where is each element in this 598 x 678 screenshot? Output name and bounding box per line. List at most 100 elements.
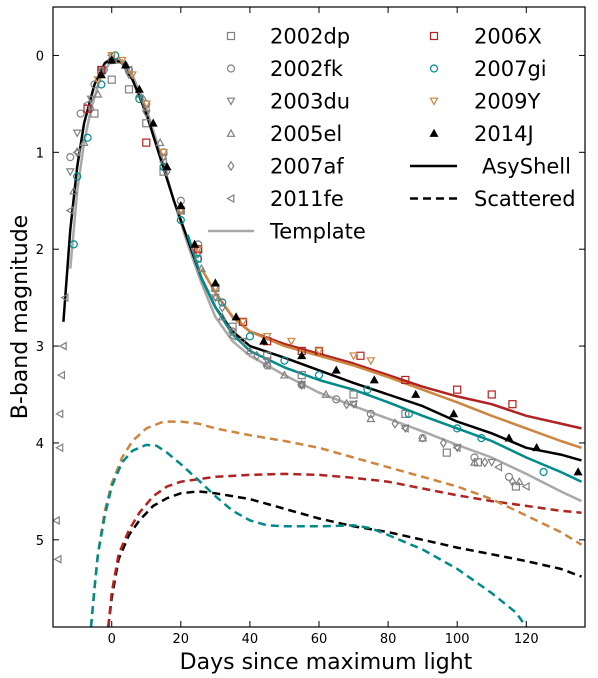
point-2014j — [190, 239, 200, 248]
point-2007af — [253, 350, 261, 362]
point-2011fe — [55, 409, 64, 419]
y-tick-label: 0 — [36, 49, 44, 64]
point-2005el — [321, 389, 331, 398]
legend-entry-scattered: Scattered — [410, 187, 576, 211]
legend-marker-2014j — [429, 128, 439, 137]
point-2006x — [356, 351, 365, 360]
y-tick-label: 1 — [36, 146, 44, 161]
legend-label-2014j: 2014J — [474, 122, 534, 146]
point-2006x — [401, 375, 410, 385]
point-2007gi — [453, 424, 462, 433]
point-2007gi — [111, 51, 120, 60]
legend-label-2003du: 2003du — [270, 90, 350, 114]
point-2002fk — [66, 153, 75, 162]
point-2014j — [148, 118, 158, 127]
legend-label-2005el: 2005el — [270, 122, 342, 146]
y-tick-label: 5 — [36, 534, 44, 549]
point-2007af — [439, 437, 447, 449]
legend-label-2009y: 2009Y — [474, 90, 540, 114]
legend-label-2011fe: 2011fe — [270, 187, 344, 211]
legend-entry-2006x: 2006X — [429, 25, 542, 49]
legend-marker-2002fk — [226, 64, 236, 73]
legend-marker-2009y — [429, 97, 439, 106]
point-2003du — [159, 153, 169, 162]
legend-marker-2007af — [227, 160, 235, 172]
legend-label-2007gi: 2007gi — [474, 57, 547, 81]
legend-entry-2003du: 2003du — [226, 90, 350, 114]
x-tick-label: 100 — [445, 632, 470, 647]
point-2005el — [69, 186, 79, 195]
legend-entry-2014j: 2014J — [429, 122, 534, 146]
point-2014j — [231, 312, 241, 321]
legend-marker-2006x — [429, 31, 439, 41]
point-2005el — [245, 346, 255, 355]
point-2005el — [418, 433, 428, 442]
legend-label-asyshell: AsyShell — [482, 155, 571, 179]
legend-entry-2011fe: 2011fe — [226, 187, 344, 211]
point-2002dp — [142, 119, 151, 128]
legend-entry-2002fk: 2002fk — [226, 57, 344, 81]
legend-label-template: Template — [269, 220, 366, 244]
point-2009y — [286, 337, 296, 346]
point-2011fe — [53, 554, 62, 564]
point-2011fe — [60, 293, 69, 303]
point-2003du — [487, 458, 497, 468]
point-2007af — [481, 457, 489, 468]
point-2003du — [72, 129, 82, 138]
point-2014j — [369, 375, 379, 384]
legend-entry-template: Template — [208, 220, 366, 244]
point-2014j — [331, 365, 341, 374]
point-2005el — [469, 457, 479, 466]
point-2007af — [101, 64, 109, 76]
point-2014j — [259, 336, 269, 345]
point-2005el — [79, 137, 89, 147]
legend-entry-asyshell: AsyShell — [410, 155, 571, 179]
legend-label-2002dp: 2002dp — [270, 25, 350, 49]
x-tick-label: 0 — [108, 632, 116, 647]
point-2007gi — [73, 172, 82, 181]
point-2007gi — [218, 298, 227, 307]
point-2014j — [121, 60, 131, 69]
point-2011fe — [348, 399, 357, 409]
point-2002fk — [76, 109, 85, 118]
point-2002dp — [159, 167, 168, 176]
point-2014j — [504, 433, 514, 442]
point-2007gi — [176, 216, 185, 225]
point-2014j — [411, 389, 421, 398]
point-2011fe — [56, 370, 66, 380]
point-2011fe — [72, 147, 81, 157]
axis-ticks: 0 20 40 60 80 100 120 0 1 2 3 4 5 — [36, 7, 585, 647]
point-2007gi — [83, 133, 92, 142]
x-axis-title: Days since maximum light — [180, 650, 473, 675]
point-2007gi — [280, 356, 289, 365]
point-2005el — [217, 312, 227, 321]
x-tick-label: 20 — [173, 632, 190, 647]
point-2011fe — [55, 443, 64, 453]
legend-entry-2007gi: 2007gi — [429, 57, 547, 81]
point-2009y — [117, 56, 127, 66]
point-2003du — [86, 95, 96, 104]
point-2014j — [210, 278, 220, 287]
point-2011fe — [262, 360, 271, 370]
point-2014j — [532, 443, 542, 452]
legend-entry-2007af: 2007af — [227, 155, 344, 179]
point-2011fe — [193, 254, 202, 264]
point-2014j — [162, 162, 172, 171]
point-2005el — [279, 370, 289, 379]
point-2005el — [366, 413, 376, 423]
legend-marker-2002dp — [226, 31, 236, 41]
point-2014j — [107, 55, 117, 64]
point-2007gi — [404, 409, 413, 418]
point-2007gi — [135, 94, 144, 104]
point-2011fe — [58, 341, 67, 351]
point-2002dp — [107, 75, 116, 84]
legend-label-scattered: Scattered — [474, 187, 576, 211]
point-2014j — [96, 70, 106, 79]
point-2009y — [107, 52, 117, 61]
point-2014j — [573, 467, 583, 476]
point-2007gi — [539, 467, 548, 477]
y-tick-label: 2 — [36, 243, 44, 258]
y-tick-label: 3 — [36, 340, 44, 355]
point-2005el — [197, 263, 207, 272]
